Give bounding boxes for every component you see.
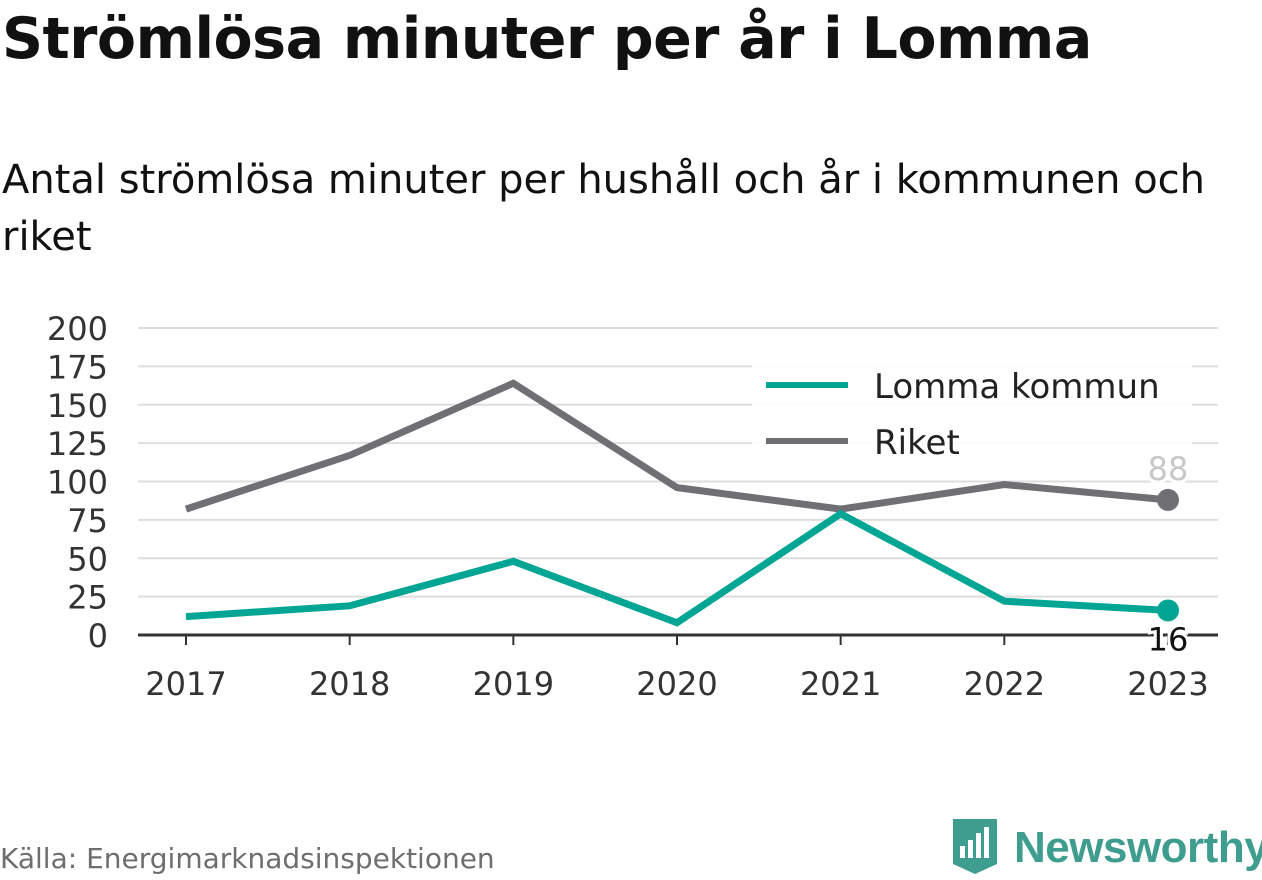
y-tick-label: 0 bbox=[88, 617, 108, 655]
brand-logo[interactable]: Newsworthy bbox=[950, 818, 1262, 878]
series-endpoints: 88 16 bbox=[1145, 447, 1192, 662]
end-label-lomma: 16 bbox=[1148, 620, 1189, 658]
end-label-riket: 88 bbox=[1148, 450, 1189, 488]
y-tick-label: 125 bbox=[47, 425, 108, 463]
y-tick-label: 150 bbox=[47, 387, 108, 425]
x-tick-label: 2018 bbox=[309, 665, 390, 703]
y-tick-label: 75 bbox=[67, 502, 108, 540]
x-tick-label: 2023 bbox=[1127, 665, 1208, 703]
chart-subtitle: Antal strömlösa minuter per hushåll och … bbox=[2, 157, 1206, 260]
series-line-riket bbox=[184, 379, 1169, 513]
x-tick-label: 2021 bbox=[800, 665, 881, 703]
chart-title: Strömlösa minuter per år i Lomma bbox=[2, 6, 1092, 72]
x-tick-label: 2022 bbox=[964, 665, 1045, 703]
source-note: Källa: Energimarknadsinspektionen bbox=[0, 842, 495, 875]
series-lines bbox=[184, 379, 1169, 627]
x-tick-label: 2020 bbox=[636, 665, 717, 703]
series-line-lomma bbox=[185, 509, 1169, 627]
legend: Lomma kommun Riket bbox=[752, 356, 1192, 474]
y-tick-label: 200 bbox=[47, 310, 108, 348]
x-tick-label: 2017 bbox=[145, 665, 226, 703]
x-axis-ticks: 2017 2018 2019 2020 2021 2022 2023 bbox=[145, 635, 1209, 703]
y-tick-label: 50 bbox=[67, 540, 108, 578]
y-tick-label: 100 bbox=[47, 464, 108, 502]
brand-name: Newsworthy bbox=[1014, 823, 1262, 872]
legend-label-lomma: Lomma kommun bbox=[874, 367, 1160, 407]
data-point-lomma bbox=[1157, 599, 1179, 622]
newsworthy-logo-icon bbox=[950, 816, 1000, 880]
data-point-riket bbox=[1157, 488, 1179, 511]
y-tick-label: 25 bbox=[67, 579, 108, 617]
x-tick-label: 2019 bbox=[473, 665, 554, 703]
legend-label-riket: Riket bbox=[874, 423, 960, 463]
legend-background bbox=[752, 356, 1192, 474]
y-tick-label: 175 bbox=[47, 348, 108, 386]
